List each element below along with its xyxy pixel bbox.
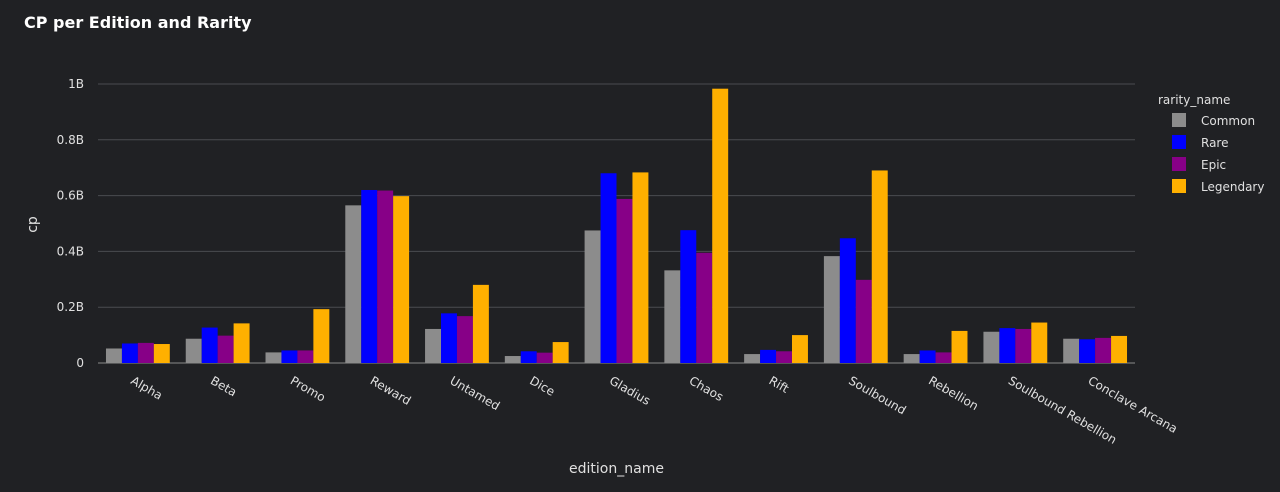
- bar-rare[interactable]: [121, 343, 138, 363]
- legend-swatch-common[interactable]: [1172, 113, 1186, 127]
- bar-common[interactable]: [425, 328, 442, 363]
- bar-epic[interactable]: [776, 351, 792, 363]
- bar-legendary[interactable]: [712, 88, 729, 363]
- bar-legendary[interactable]: [393, 196, 410, 363]
- bar-epic[interactable]: [616, 198, 633, 363]
- bar-rare[interactable]: [919, 350, 936, 363]
- bar-rare[interactable]: [839, 238, 856, 363]
- y-tick-label: 0.2B: [57, 300, 84, 314]
- legend-label-rare[interactable]: Rare: [1201, 136, 1228, 150]
- x-tick-label: Promo: [288, 373, 328, 404]
- y-tick-label: 0.6B: [57, 189, 84, 203]
- x-axis-title: edition_name: [569, 461, 664, 477]
- bar-common[interactable]: [983, 331, 1000, 363]
- bar-rare[interactable]: [520, 351, 537, 363]
- bar-common[interactable]: [105, 348, 122, 363]
- x-tick-label: Untamed: [447, 373, 502, 413]
- bar-epic[interactable]: [137, 342, 154, 363]
- y-tick-label: 1B: [68, 77, 84, 91]
- y-tick-label: 0.8B: [57, 133, 84, 147]
- bar-epic[interactable]: [297, 350, 314, 363]
- bar-common[interactable]: [823, 256, 840, 363]
- bar-epic[interactable]: [217, 335, 234, 363]
- legend-swatch-epic[interactable]: [1172, 157, 1186, 171]
- x-tick-label: Rift: [767, 373, 792, 395]
- bar-legendary[interactable]: [951, 330, 968, 363]
- bar-rare[interactable]: [441, 313, 457, 363]
- bar-legendary[interactable]: [153, 344, 170, 363]
- bar-legendary[interactable]: [791, 335, 808, 363]
- bar-legendary[interactable]: [1031, 322, 1048, 363]
- bar-legendary[interactable]: [632, 172, 649, 363]
- bar-legendary[interactable]: [1111, 335, 1128, 363]
- x-tick-label: Soulbound: [846, 373, 908, 417]
- legend-swatch-legendary[interactable]: [1172, 179, 1186, 193]
- x-tick-label: Reward: [368, 373, 414, 407]
- bar-rare[interactable]: [281, 350, 298, 363]
- bar-epic[interactable]: [696, 252, 713, 363]
- y-tick-label: 0: [76, 356, 84, 370]
- bar-legendary[interactable]: [472, 284, 489, 363]
- x-tick-label: Rebellion: [926, 373, 981, 413]
- bar-epic[interactable]: [935, 352, 952, 363]
- bar-epic[interactable]: [855, 279, 872, 363]
- bar-rare[interactable]: [1079, 339, 1096, 363]
- x-tick-label: Beta: [208, 373, 239, 399]
- bar-common[interactable]: [504, 356, 521, 363]
- bar-common[interactable]: [185, 338, 202, 363]
- bar-epic[interactable]: [456, 316, 473, 363]
- bar-epic[interactable]: [536, 352, 553, 363]
- x-tick-label: Alpha: [128, 373, 165, 402]
- legend-swatch-rare[interactable]: [1172, 135, 1186, 149]
- bar-legendary[interactable]: [552, 342, 569, 363]
- bar-common[interactable]: [265, 352, 282, 363]
- x-tick-label: Chaos: [687, 373, 726, 404]
- bar-legendary[interactable]: [871, 170, 888, 363]
- y-axis-title: cp: [25, 216, 41, 233]
- legend[interactable]: rarity_name Common Rare Epic Legendary: [1158, 93, 1264, 194]
- x-tick-label: Dice: [527, 373, 557, 398]
- chart-title: CP per Edition and Rarity: [24, 13, 252, 32]
- bar-epic[interactable]: [377, 190, 394, 363]
- legend-label-legendary[interactable]: Legendary: [1201, 180, 1264, 194]
- bar-legendary[interactable]: [233, 323, 250, 363]
- bars-layer: [105, 88, 1128, 363]
- legend-title: rarity_name: [1158, 93, 1230, 107]
- bar-epic[interactable]: [1095, 337, 1112, 363]
- bar-rare[interactable]: [201, 327, 218, 363]
- bar-common[interactable]: [903, 354, 920, 363]
- bar-rare[interactable]: [361, 189, 378, 363]
- bar-common[interactable]: [744, 354, 761, 363]
- x-tick-label: Gladius: [607, 373, 653, 408]
- bar-rare[interactable]: [680, 230, 697, 363]
- bar-common[interactable]: [584, 230, 601, 363]
- legend-label-common[interactable]: Common: [1201, 114, 1255, 128]
- bar-rare[interactable]: [760, 349, 777, 363]
- bar-rare[interactable]: [600, 173, 617, 363]
- bar-common[interactable]: [664, 270, 681, 363]
- y-tick-label: 0.4B: [57, 244, 84, 258]
- bar-common[interactable]: [345, 205, 362, 363]
- bar-common[interactable]: [1063, 338, 1080, 363]
- bar-legendary[interactable]: [313, 309, 330, 363]
- bar-rare[interactable]: [999, 328, 1016, 363]
- legend-label-epic[interactable]: Epic: [1201, 158, 1226, 172]
- bar-epic[interactable]: [1015, 328, 1032, 363]
